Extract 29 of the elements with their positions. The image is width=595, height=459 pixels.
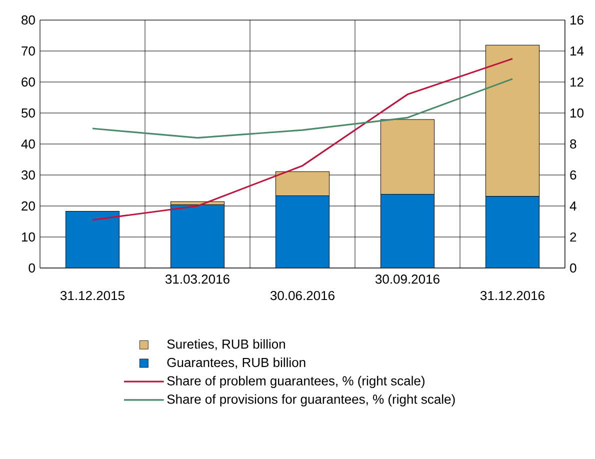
- y2-tick-label: 4: [570, 202, 576, 210]
- y2-tick-label: 6: [570, 170, 576, 180]
- x-tick-label: 31.03.2016: [165, 274, 230, 284]
- y2-tick-label: 14: [570, 46, 584, 56]
- y2-tick-label: 16: [570, 15, 584, 25]
- y-tick-label: 30: [22, 170, 35, 180]
- y-tick-label: 70: [22, 46, 35, 56]
- legend-label: Share of provisions for guarantees, % (right scale): [167, 394, 455, 406]
- y-tick-label: 60: [22, 77, 35, 87]
- y2-tick-label: 0: [570, 263, 576, 273]
- y-tick-label: 20: [22, 201, 35, 211]
- legend-label: Share of problem guarantees, % (right scale): [167, 376, 424, 388]
- y-tick-label: 80: [22, 15, 35, 25]
- legend-label: Sureties, RUB billion: [167, 339, 285, 350]
- y-tick-label: 40: [21, 139, 35, 149]
- x-tick-label: 31.12.2016: [480, 290, 544, 300]
- legend-label: Guarantees, RUB billion: [167, 358, 306, 369]
- y-tick-label: 50: [22, 108, 35, 118]
- line-series: [92, 58, 514, 221]
- x-tick-label: 31.12.2015: [60, 290, 124, 300]
- x-tick-label: 30.06.2016: [270, 290, 334, 300]
- line-series: [92, 78, 514, 139]
- x-tick-label: 30.09.2016: [375, 274, 440, 284]
- y2-tick-label: 2: [570, 232, 576, 242]
- y-tick-label: 10: [22, 232, 35, 242]
- y2-tick-label: 12: [570, 77, 584, 87]
- y2-tick-label: 8: [570, 139, 576, 149]
- y2-tick-label: 10: [570, 108, 584, 118]
- y-tick-label: 0: [28, 263, 35, 273]
